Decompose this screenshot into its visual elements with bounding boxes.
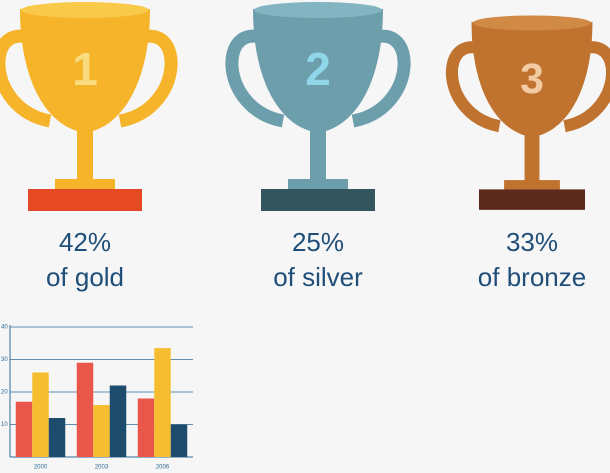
trophy-base [261,189,375,211]
trophy-handle [118,29,178,128]
trophy: 1 [0,2,178,211]
y-tick-label: 10 [1,422,8,428]
trophy-rim [21,2,149,18]
trophy-base [28,189,142,211]
trophy-cup [253,9,383,181]
trophy-rim [254,2,382,18]
trophy-step [504,180,560,190]
bar [15,401,33,457]
trophy-handle [0,29,52,128]
trophy-handle [563,41,610,133]
percent-caption: of gold [46,262,124,292]
x-tick-label: 2000 [34,465,48,471]
percent-text: 33% [506,227,558,257]
y-tick-label: 30 [1,357,8,363]
trophy-rim [472,15,592,31]
bar [32,372,49,457]
percent-caption: of silver [273,262,363,292]
bar [93,405,110,457]
trophy: 3 [446,15,610,210]
trophy-base [478,189,586,210]
trophy-number: 2 [305,43,331,95]
bar [137,398,155,457]
percent-text: 42% [59,227,111,257]
percent-caption: of bronze [478,262,586,292]
bar [109,385,127,457]
bar [154,348,171,457]
y-tick-label: 40 [1,325,8,331]
trophy-step [55,179,115,189]
trophy-number: 3 [520,55,544,103]
y-tick-label: 20 [1,390,8,396]
x-tick-label: 2006 [156,465,170,471]
trophy-handle [225,29,285,128]
bar [48,418,66,457]
trophy-cup [471,22,593,182]
percent-text: 25% [292,227,344,257]
trophy-step [288,179,348,189]
bar [76,362,94,457]
bar [170,424,188,457]
trophy-number: 1 [72,43,98,95]
trophy: 2 [225,2,411,211]
x-tick-label: 2003 [95,465,109,471]
trophy-handle [351,29,411,128]
trophy-cup [20,9,150,181]
trophy-handle [446,41,501,133]
